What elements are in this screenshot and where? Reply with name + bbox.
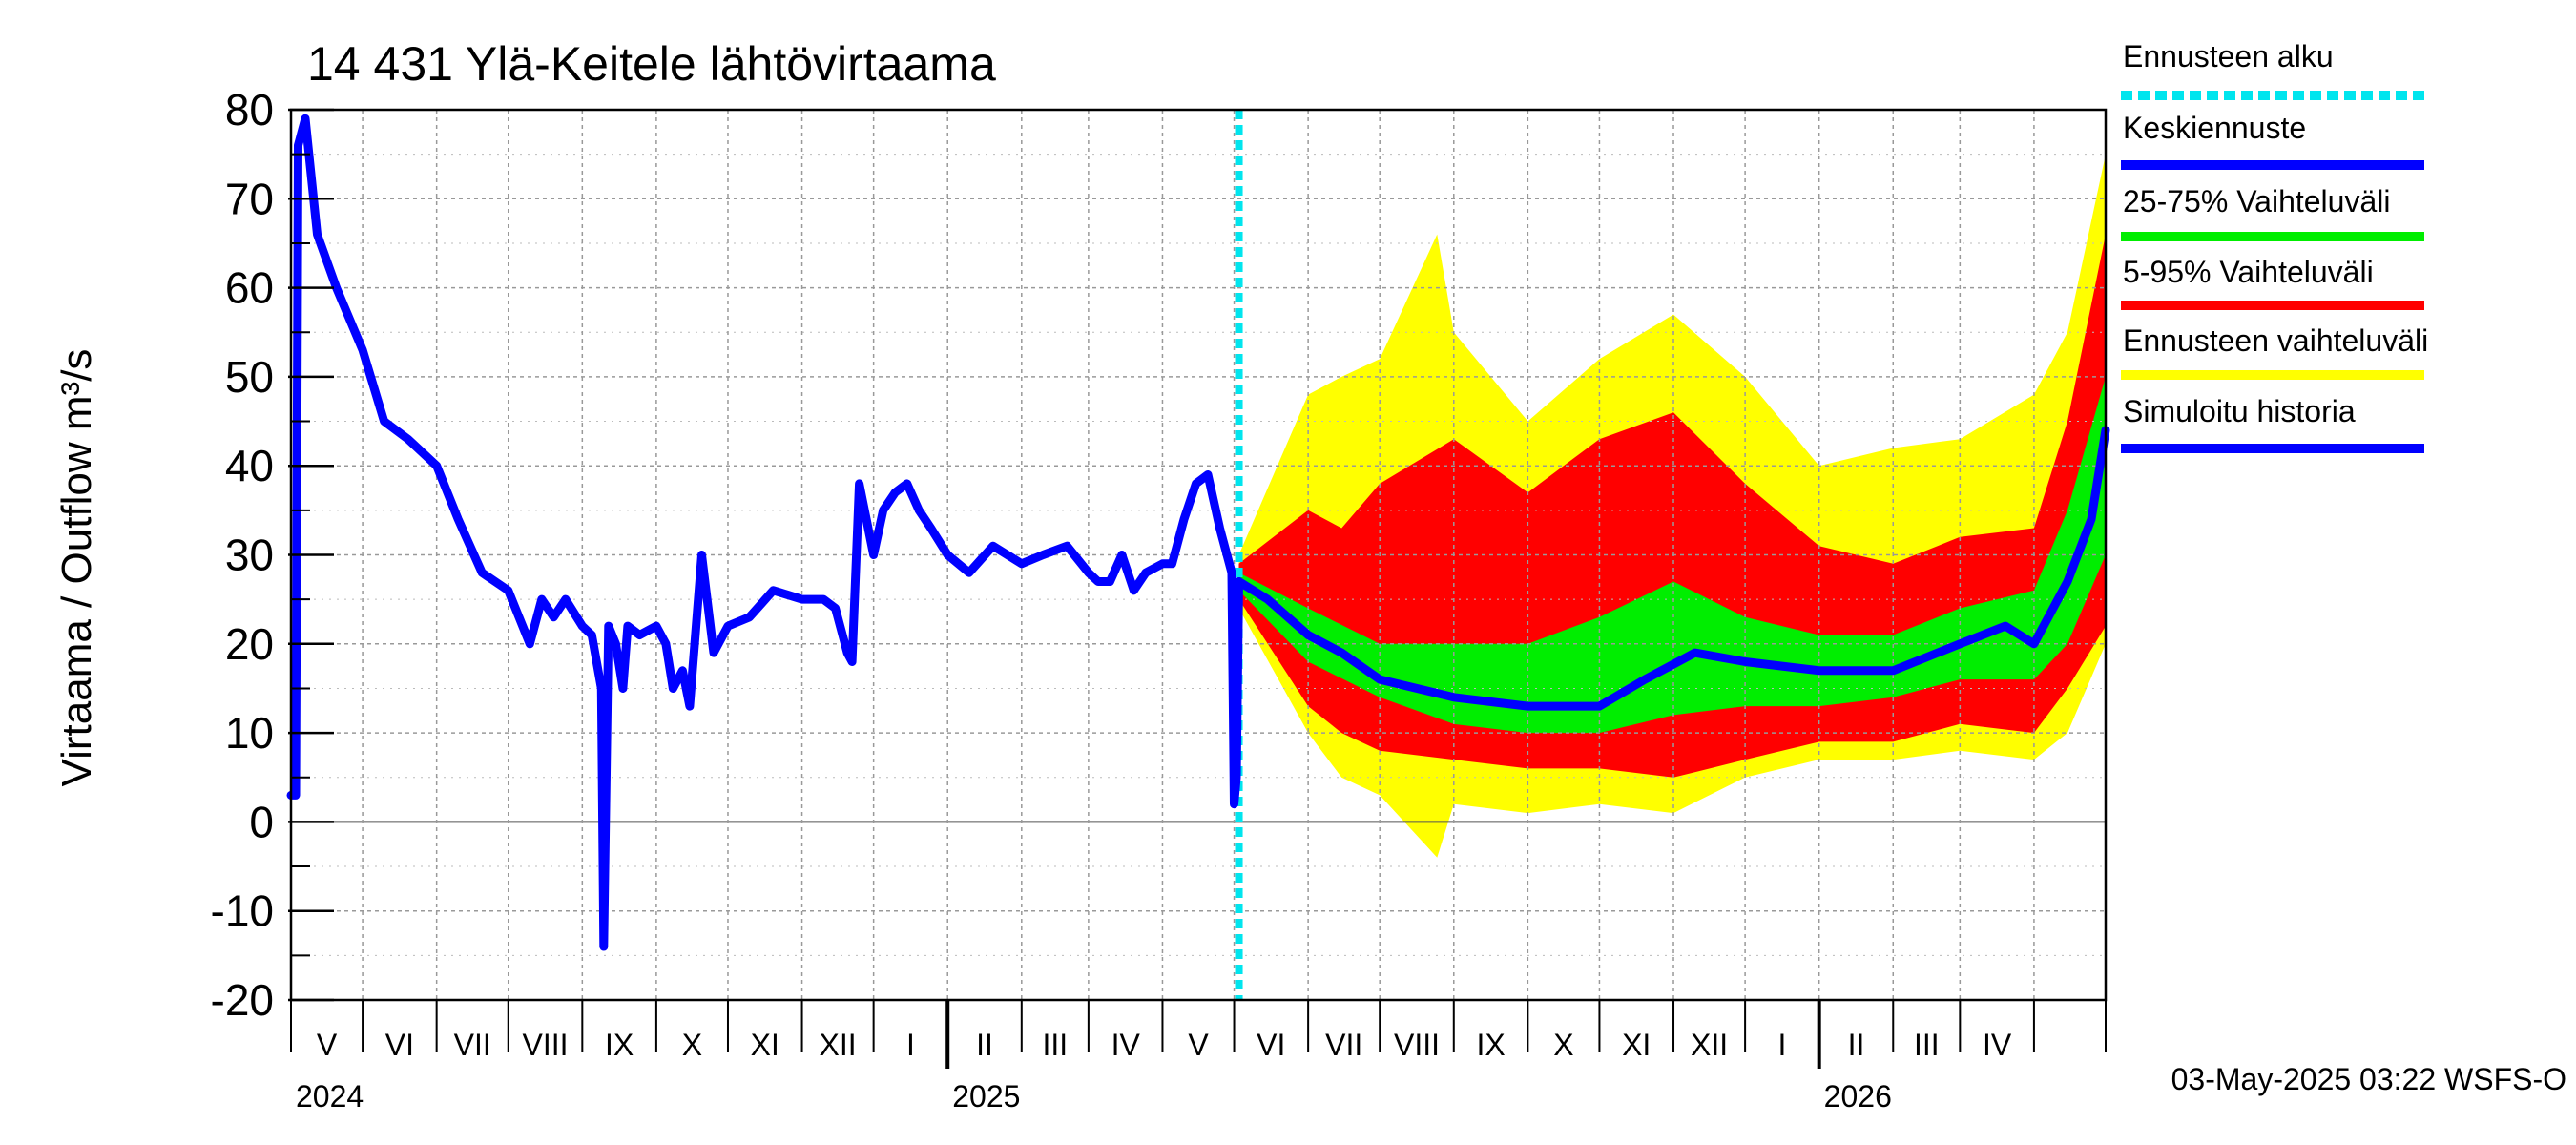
forecast-bands [1238,154,2106,858]
legend-label: Ennusteen vaihteluväli [2123,323,2428,358]
x-month-label: XII [820,1028,857,1062]
x-month-label: III [1042,1028,1068,1062]
x-year-label: 2025 [952,1079,1020,1114]
x-month-label: III [1914,1028,1940,1062]
x-tick-labels: V VI VII VIII IX X XI XII I II III IV V VI VII VIII IX X X… [296,1028,2012,1114]
y-tick-label: -10 [211,886,274,936]
legend-label: 25-75% Vaihteluväli [2123,184,2390,219]
y-tick-label: 10 [225,708,274,758]
y-axis-label: Virtaama / Outflow m³/s [53,349,100,787]
series-lines [286,110,2110,1000]
y-tick-label: 60 [225,263,274,313]
y-tick-label: 40 [225,441,274,490]
y-tick-label: 20 [225,619,274,669]
x-month-label: V [317,1028,338,1062]
x-month-label: X [1553,1028,1573,1062]
x-month-label: II [1848,1028,1865,1062]
x-month-label: VI [385,1028,414,1062]
history-line [286,114,1243,951]
y-tick-label: 80 [225,85,274,135]
x-year-label: 2026 [1824,1079,1892,1114]
axes [288,108,2108,1069]
y-tick-label: 50 [225,352,274,402]
footer-timestamp: 03-May-2025 03:22 WSFS-O [2171,1062,2566,1096]
mean-forecast-line [1235,426,2110,711]
x-month-label: XI [751,1028,779,1062]
x-month-label: II [976,1028,993,1062]
legend-label: Ennusteen alku [2123,39,2334,73]
x-month-label: VIII [1394,1028,1440,1062]
x-month-label: XI [1622,1028,1651,1062]
y-tick-labels: -20 -10 0 10 20 30 40 50 60 70 80 [211,85,274,1025]
x-month-label: IV [1983,1028,2012,1062]
x-month-label: VII [1325,1028,1362,1062]
chart-title: 14 431 Ylä-Keitele lähtövirtaama [307,37,996,91]
x-month-label: XII [1691,1028,1728,1062]
grid [291,110,2106,1000]
x-month-label: VI [1257,1028,1285,1062]
x-month-label: VIII [522,1028,568,1062]
x-month-label: IX [605,1028,634,1062]
y-tick-label: -20 [211,975,274,1025]
x-month-label: I [906,1028,915,1062]
legend: Ennusteen alku Keskiennuste 25-75% Vaihtel… [2121,39,2428,453]
y-tick-label: 30 [225,531,274,580]
x-month-label: VII [454,1028,491,1062]
legend-label: Simuloitu historia [2123,394,2356,428]
x-month-label: X [682,1028,702,1062]
y-tick-label: 0 [249,797,274,846]
x-month-label: V [1188,1028,1209,1062]
y-tick-label: 70 [225,174,274,223]
legend-label: Keskiennuste [2123,111,2306,145]
legend-label: 5-95% Vaihteluväli [2123,255,2374,289]
x-year-label: 2024 [296,1079,364,1114]
x-month-label: IV [1111,1028,1141,1062]
x-month-label: IX [1476,1028,1505,1062]
x-month-label: I [1777,1028,1786,1062]
